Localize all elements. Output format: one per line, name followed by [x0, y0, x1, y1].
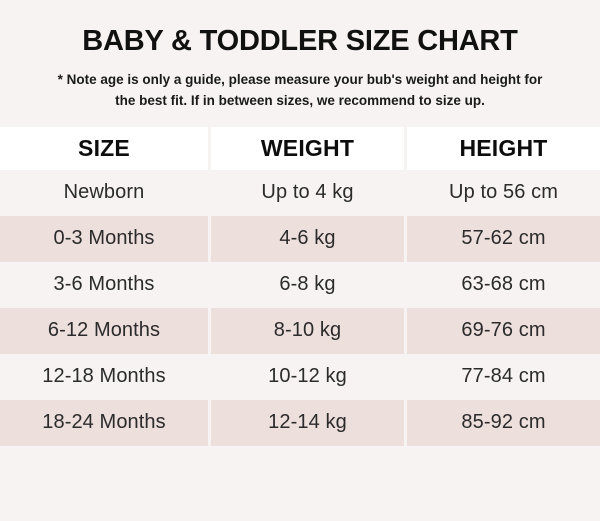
size-chart-table: SIZE WEIGHT HEIGHT Newborn Up to 4 kg Up…	[0, 126, 600, 446]
measurement-note: * Note age is only a guide, please measu…	[57, 72, 543, 108]
column-header-weight: WEIGHT	[211, 126, 404, 170]
cell-height: 77-84 cm	[407, 353, 600, 400]
cell-size: 3-6 Months	[0, 261, 208, 308]
cell-size: 6-12 Months	[0, 307, 208, 354]
cell-height: 63-68 cm	[407, 261, 600, 308]
cell-size: Newborn	[0, 169, 208, 216]
cell-weight: Up to 4 kg	[211, 169, 404, 216]
column-header-size: SIZE	[0, 126, 208, 170]
table-row: 6-12 Months 8-10 kg 69-76 cm	[0, 307, 600, 354]
cell-height: 85-92 cm	[407, 399, 600, 446]
table-row: Newborn Up to 4 kg Up to 56 cm	[0, 169, 600, 216]
table-row: 0-3 Months 4-6 kg 57-62 cm	[0, 215, 600, 262]
cell-height: 69-76 cm	[407, 307, 600, 354]
cell-weight: 12-14 kg	[211, 399, 404, 446]
cell-size: 12-18 Months	[0, 353, 208, 400]
table-header-row: SIZE WEIGHT HEIGHT	[0, 126, 600, 170]
cell-height: Up to 56 cm	[407, 169, 600, 216]
cell-weight: 6-8 kg	[211, 261, 404, 308]
cell-weight: 4-6 kg	[211, 215, 404, 262]
page-title: BABY & TODDLER SIZE CHART	[82, 25, 518, 57]
column-header-height: HEIGHT	[407, 126, 600, 170]
table-row: 12-18 Months 10-12 kg 77-84 cm	[0, 353, 600, 400]
chart-header-block: BABY & TODDLER SIZE CHART * Note age is …	[0, 0, 600, 111]
cell-weight: 10-12 kg	[211, 353, 404, 400]
cell-height: 57-62 cm	[407, 215, 600, 262]
cell-weight: 8-10 kg	[211, 307, 404, 354]
table-row: 3-6 Months 6-8 kg 63-68 cm	[0, 261, 600, 308]
cell-size: 0-3 Months	[0, 215, 208, 262]
cell-size: 18-24 Months	[0, 399, 208, 446]
table-row: 18-24 Months 12-14 kg 85-92 cm	[0, 399, 600, 446]
